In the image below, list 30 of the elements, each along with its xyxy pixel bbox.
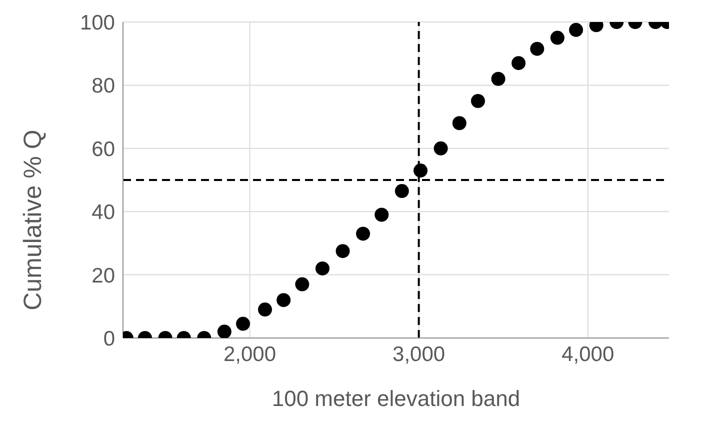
point (295, 277, 310, 292)
point (569, 22, 584, 37)
x-tick-label: 3,000 (392, 342, 446, 366)
point (236, 316, 250, 331)
point (217, 324, 232, 338)
y-axis-title: Cumulative % Q (18, 130, 47, 310)
y-tick-label: 0 (103, 327, 115, 350)
y-tick-label: 100 (80, 11, 115, 34)
point (491, 72, 506, 86)
point (530, 42, 544, 56)
point (470, 94, 485, 108)
point (414, 164, 428, 178)
y-tick-label: 60 (92, 138, 115, 161)
point (512, 56, 526, 70)
point (374, 208, 389, 222)
point (258, 302, 272, 317)
point (452, 116, 466, 130)
point (336, 244, 350, 258)
point (394, 184, 409, 198)
x-tick-label: 4,000 (562, 342, 614, 366)
y-tick-label: 40 (92, 201, 115, 224)
point (356, 226, 370, 241)
point (276, 293, 291, 308)
point (315, 261, 330, 276)
point (434, 141, 448, 156)
y-tick-label: 20 (92, 264, 115, 288)
x-tick-label: 2,000 (224, 342, 276, 366)
x-axis-title: 100 meter elevation band (272, 386, 520, 411)
point (550, 30, 564, 45)
y-tick-label: 80 (92, 74, 115, 98)
